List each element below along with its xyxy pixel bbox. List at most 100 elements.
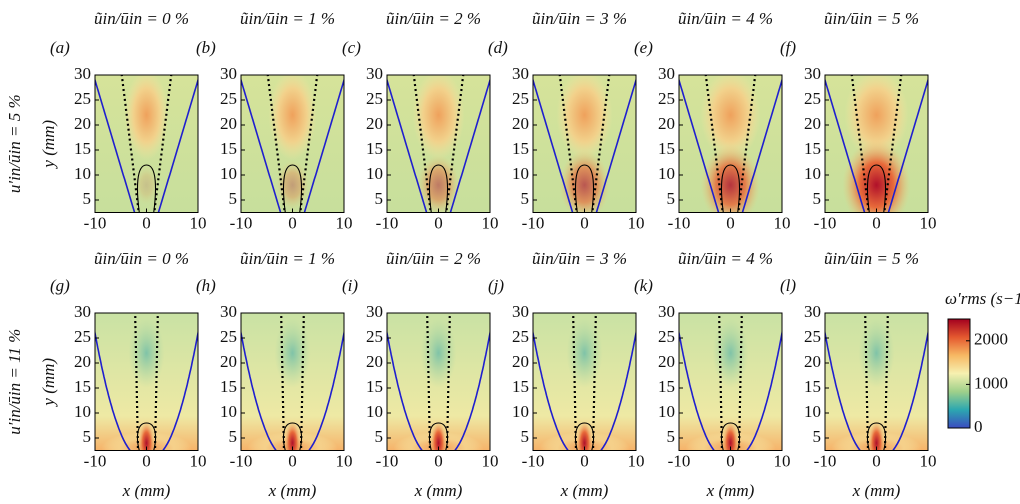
y-tick-label: 15 (220, 377, 237, 396)
y-tick-label: 25 (74, 89, 91, 108)
heatmap-blob (566, 318, 603, 388)
x-tick-label: 0 (142, 451, 151, 470)
heatmap (387, 75, 490, 213)
y-tick-label: 30 (366, 64, 383, 83)
x-tick-label: -10 (84, 213, 107, 232)
y-tick-label: 20 (366, 352, 383, 371)
y-tick-label: 15 (74, 139, 91, 158)
flame-edge (825, 77, 866, 213)
contour (428, 164, 449, 213)
panel-label: (b) (196, 38, 216, 57)
contour (720, 422, 741, 451)
panel-label: (j) (488, 276, 504, 295)
y-tick-label: 5 (229, 189, 238, 208)
y-tick-label: 20 (512, 114, 529, 133)
panel-label: (f) (780, 38, 796, 57)
x-axis-label: x (mm) (122, 481, 171, 500)
y-tick-label: 15 (804, 377, 821, 396)
heatmap-blob (559, 150, 610, 213)
y-tick-label: 30 (658, 64, 675, 83)
panel-title: ũin/ūin = 5 % (824, 9, 919, 28)
contour (428, 422, 449, 451)
y-tick-label: 25 (804, 327, 821, 346)
y-tick-label: 10 (512, 402, 529, 421)
contour (574, 422, 595, 451)
y-tick-label: 30 (366, 302, 383, 321)
y-tick-label: 20 (220, 114, 237, 133)
panel-title: ũin/ūin = 5 % (824, 249, 919, 268)
panel-label: (k) (634, 276, 653, 295)
x-tick-label: 0 (142, 213, 151, 232)
y-tick-label: 10 (74, 402, 91, 421)
panel-label: (a) (50, 38, 70, 57)
contour (282, 164, 303, 213)
x-tick-label: 10 (190, 213, 207, 232)
heatmap (387, 313, 490, 451)
heatmap-blob (274, 318, 311, 388)
heatmap (241, 75, 344, 213)
y-tick-label: 25 (366, 327, 383, 346)
panel-label: (d) (488, 38, 508, 57)
flame-edge (741, 77, 782, 213)
panel-label: (l) (780, 276, 796, 295)
y-tick-label: 30 (804, 64, 821, 83)
flame-edge (887, 77, 928, 213)
heatmap-blob (700, 75, 761, 160)
x-tick-label: -10 (376, 213, 399, 232)
y-tick-label: 30 (512, 302, 529, 321)
y-axis-label: y (mm) (39, 120, 58, 170)
flame-edge (679, 77, 720, 213)
flame-edge (387, 77, 428, 213)
x-tick-label: -10 (376, 451, 399, 470)
heatmap-blob (124, 75, 169, 160)
x-tick-label: -10 (522, 213, 545, 232)
heatmap-blob (430, 421, 447, 451)
x-tick-label: 0 (580, 213, 589, 232)
x-axis-label: x (mm) (560, 481, 609, 500)
heatmap-blob (556, 75, 613, 160)
y-tick-label: 20 (74, 114, 91, 133)
colorbar-tick-label: 0 (974, 417, 983, 436)
heatmap (679, 75, 782, 213)
y-tick-label: 5 (521, 189, 530, 208)
y-tick-label: 5 (375, 427, 384, 446)
flame-edge (449, 77, 490, 213)
y-tick-label: 20 (658, 114, 675, 133)
x-axis-label: x (mm) (852, 481, 901, 500)
y-tick-label: 15 (74, 377, 91, 396)
x-tick-label: 10 (482, 451, 499, 470)
y-tick-label: 25 (366, 89, 383, 108)
panel-label: (i) (342, 276, 358, 295)
y-tick-label: 30 (512, 64, 529, 83)
panel-label: (g) (50, 276, 70, 295)
x-tick-label: 0 (580, 451, 589, 470)
y-tick-label: 15 (512, 139, 529, 158)
panel-title: ũin/ūin = 1 % (240, 9, 335, 28)
panel-title: ũin/ūin = 1 % (240, 249, 335, 268)
contour (136, 164, 157, 213)
panel-title: ũin/ūin = 2 % (386, 249, 481, 268)
y-tick-label: 5 (83, 427, 92, 446)
x-tick-label: 10 (628, 213, 645, 232)
heatmap-blob (284, 421, 301, 451)
panel-title: ũin/ūin = 4 % (678, 249, 773, 268)
x-tick-label: 10 (336, 451, 353, 470)
y-tick-label: 20 (220, 352, 237, 371)
panel-label: (c) (342, 38, 361, 57)
heatmap (241, 313, 344, 451)
y-tick-label: 25 (512, 327, 529, 346)
y-tick-label: 25 (658, 327, 675, 346)
flame-edge (157, 77, 198, 213)
y-tick-label: 10 (220, 402, 237, 421)
flame-edge (241, 77, 282, 213)
y-tick-label: 10 (366, 402, 383, 421)
panel-label: (e) (634, 38, 653, 57)
y-tick-label: 15 (658, 139, 675, 158)
x-axis-label: x (mm) (414, 481, 463, 500)
colorbar-label: ω′rms (s−1) (945, 289, 1020, 308)
heatmap-blob (128, 318, 165, 388)
heatmap (825, 313, 928, 451)
y-tick-label: 20 (512, 352, 529, 371)
y-tick-label: 5 (229, 427, 238, 446)
x-axis-label: x (mm) (706, 481, 755, 500)
